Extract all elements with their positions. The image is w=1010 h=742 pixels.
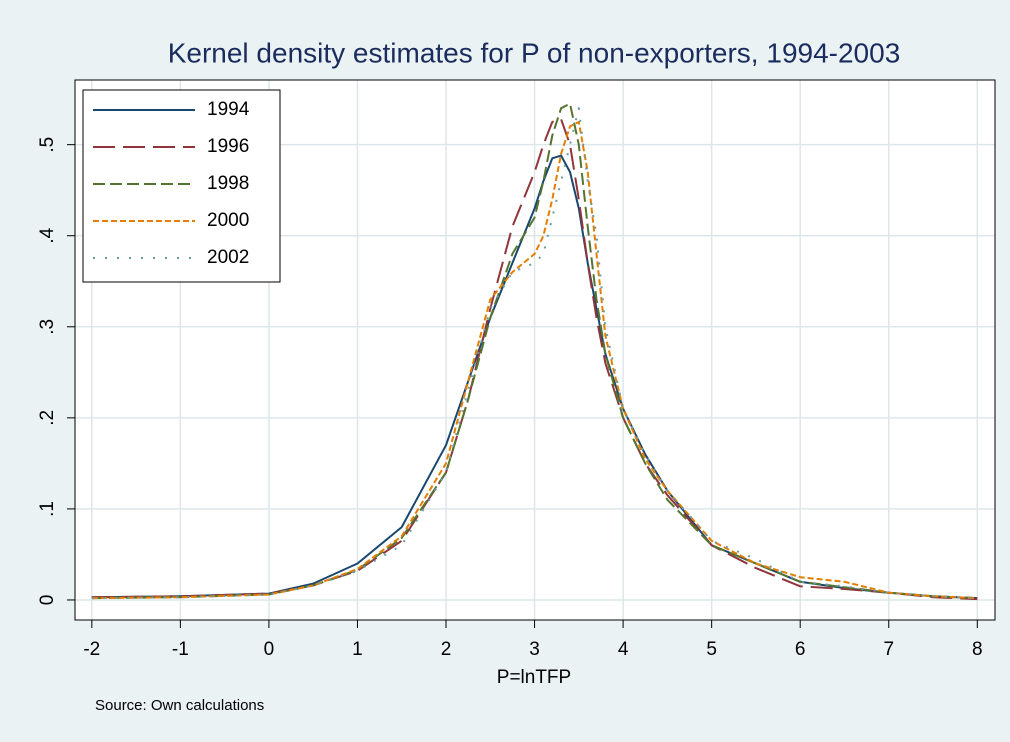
- y-tick-label: 0: [37, 595, 58, 606]
- lines: [91, 102, 978, 601]
- y-tick-label: .1: [37, 501, 58, 517]
- legend-label: 2000: [207, 210, 249, 231]
- legend-label: 1994: [207, 99, 250, 120]
- legend-label: 1998: [207, 173, 249, 194]
- x-tick-label: -2: [83, 639, 100, 660]
- x-tick-label: 3: [529, 639, 540, 660]
- series-line: [91, 120, 978, 600]
- series-line: [91, 107, 978, 600]
- y-tick-label: .4: [37, 227, 58, 243]
- x-tick-label: 4: [618, 639, 629, 660]
- y-tick-label: .3: [37, 319, 58, 335]
- chart-title: Kernel density estimates for P of non-ex…: [168, 37, 901, 68]
- x-tick-label: 0: [264, 639, 275, 660]
- legend-label: 1996: [207, 136, 249, 157]
- legend: 1994 1996 1998 2000 2002: [82, 89, 281, 283]
- x-tick-label: 1: [352, 639, 363, 660]
- x-tick-label: 6: [795, 639, 806, 660]
- series-line: [91, 118, 978, 601]
- y-tick-label: .5: [37, 137, 58, 153]
- x-axis-label: P=lnTFP: [497, 667, 571, 688]
- y-tick-label: .2: [37, 410, 58, 426]
- x-tick-label: 7: [883, 639, 894, 660]
- legend-box: [82, 89, 281, 283]
- series-line: [91, 102, 978, 600]
- x-tick-label: 8: [972, 639, 983, 660]
- x-tick-label: 5: [706, 639, 717, 660]
- grid: [75, 80, 995, 620]
- legend-label: 2002: [207, 247, 249, 268]
- x-tick-label: -1: [172, 639, 189, 660]
- x-tick-label: 2: [441, 639, 452, 660]
- source-note: Source: Own calculations: [95, 697, 264, 714]
